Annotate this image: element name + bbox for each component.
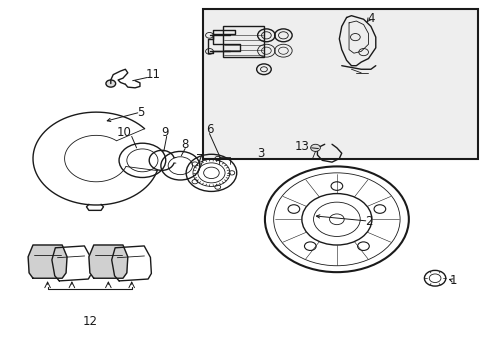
- Text: 1: 1: [449, 274, 456, 287]
- Text: 5: 5: [137, 105, 144, 119]
- Text: 12: 12: [82, 315, 97, 328]
- Text: 10: 10: [117, 126, 132, 139]
- Text: 4: 4: [366, 12, 374, 25]
- Bar: [203, 9, 477, 158]
- Text: 9: 9: [161, 126, 168, 139]
- Circle shape: [310, 144, 320, 152]
- Text: 3: 3: [257, 147, 264, 160]
- Polygon shape: [89, 245, 127, 278]
- Text: 2: 2: [364, 215, 371, 228]
- Text: 7: 7: [196, 153, 203, 166]
- Bar: [222, 26, 264, 57]
- Text: 11: 11: [145, 68, 160, 81]
- Text: 6: 6: [205, 123, 213, 136]
- Text: 8: 8: [181, 139, 188, 152]
- Text: 13: 13: [294, 140, 309, 153]
- Circle shape: [106, 80, 116, 87]
- Polygon shape: [28, 245, 67, 278]
